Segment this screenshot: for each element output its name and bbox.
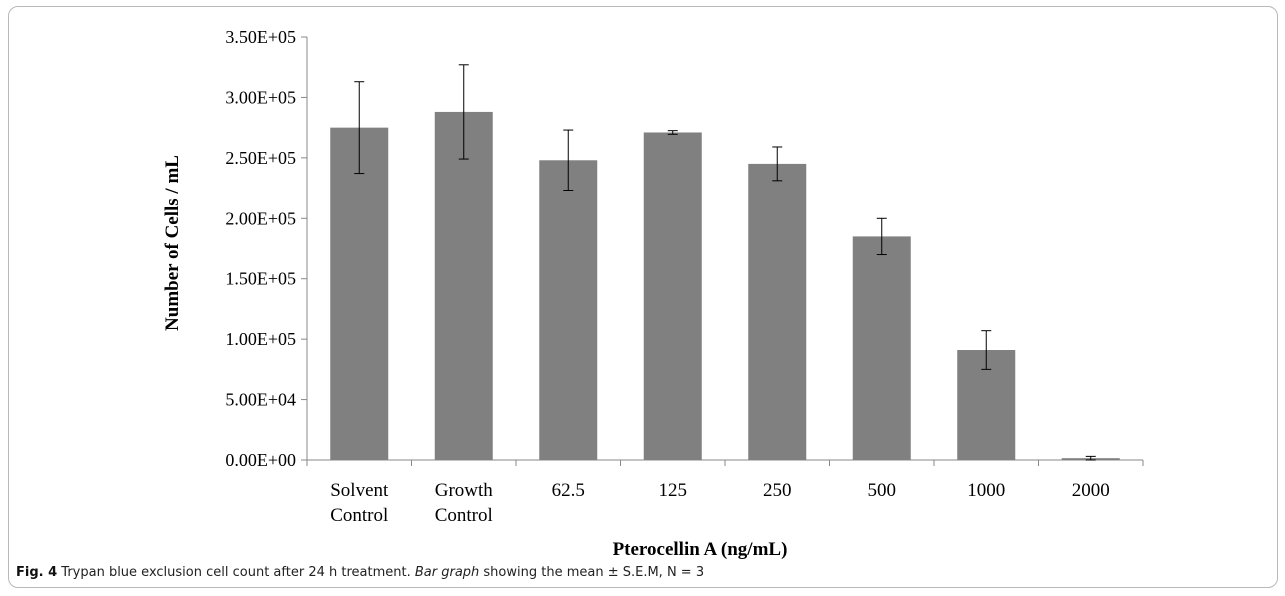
x-tick-label: 250 — [763, 480, 792, 501]
y-tick-label: 1.00E+05 — [225, 329, 296, 349]
figure-frame — [8, 6, 1278, 588]
caption-text: Trypan blue exclusion cell count after 2… — [57, 565, 415, 580]
bar — [748, 163, 807, 460]
x-tick-label: Solvent — [330, 480, 389, 501]
y-tick-label: 3.00E+05 — [225, 87, 296, 107]
y-axis-title: Number of Cells / mL — [162, 155, 183, 331]
x-tick-label: Growth — [435, 480, 494, 501]
y-tick-label: 5.00E+04 — [225, 390, 296, 410]
x-tick-label: 2000 — [1072, 480, 1110, 501]
x-tick-label: 125 — [659, 480, 688, 501]
x-tick-label: 1000 — [967, 480, 1005, 501]
y-tick-label: 0.00E+00 — [225, 450, 296, 470]
x-tick-label: 62.5 — [552, 480, 585, 501]
caption-label: Fig. 4 — [16, 565, 58, 580]
caption-emphasis: Bar graph — [414, 565, 480, 580]
y-tick-label: 3.50E+05 — [225, 27, 296, 47]
bar — [434, 111, 493, 460]
bar — [330, 127, 389, 461]
x-tick-label: Control — [435, 505, 493, 526]
bar — [643, 132, 702, 460]
plot-area: 0.00E+00 5.00E+04 1.00E+05 1.50E+05 2.00E+05… — [225, 27, 1144, 526]
figure-caption: Fig. 4 Trypan blue exclusion cell count … — [16, 565, 704, 580]
y-tick-label: 2.00E+05 — [225, 208, 296, 228]
y-tick-label: 2.50E+05 — [225, 148, 296, 168]
x-tick-label: Control — [330, 505, 388, 526]
y-tick-label: 1.50E+05 — [225, 269, 296, 289]
x-tick-label: 500 — [868, 480, 897, 501]
x-axis-title: Pterocellin A (ng/mL) — [613, 539, 788, 560]
caption-text-end: showing the mean ± S.E.M, N = 3 — [479, 565, 705, 580]
bar — [852, 236, 911, 460]
bar — [539, 160, 598, 460]
